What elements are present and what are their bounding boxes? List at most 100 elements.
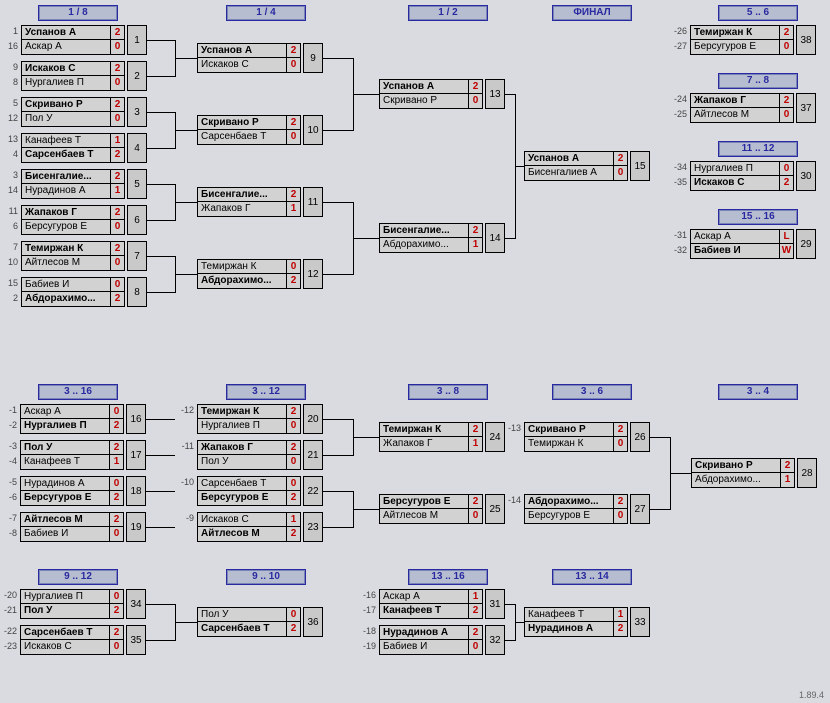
player-score: 0 (614, 437, 628, 452)
match-number: 37 (796, 93, 816, 123)
player-score: 2 (469, 422, 483, 437)
match-number: 23 (303, 512, 323, 542)
round-label: 1 / 8 (38, 5, 118, 21)
player-score: 2 (780, 176, 794, 191)
player-score: 0 (287, 419, 301, 434)
seed-number: -10 (175, 476, 197, 491)
player-row: 13Канафеев Т1 (3, 133, 125, 148)
round-label: 5 .. 6 (718, 5, 798, 21)
player-score: 2 (111, 97, 125, 112)
match-number: 16 (126, 404, 146, 434)
player-name: Сарсенбаев Т (21, 148, 111, 163)
player-name: Скривано Р (379, 94, 469, 109)
player-name: Айтлесов М (20, 512, 110, 527)
player-score: 0 (287, 607, 301, 622)
player-row: Бисенгалие...2 (197, 187, 301, 202)
bracket-line (145, 256, 175, 257)
player-row: -26Темиржан К2 (668, 25, 794, 40)
player-name: Успанов А (524, 151, 614, 166)
seed-number: -2 (0, 419, 20, 434)
match: Канафеев Т1Нурадинов А233 (524, 607, 628, 637)
bracket-line (353, 509, 379, 510)
player-row: Жапаков Г1 (197, 202, 301, 217)
player-score: 0 (111, 40, 125, 55)
seed-number: -26 (668, 25, 690, 40)
player-name: Нурадинов А (524, 622, 614, 637)
bracket-line (145, 527, 175, 528)
player-row: 5Скривано Р2 (3, 97, 125, 112)
match: -5Нурадинов А0-6Берсугуров Е218 (0, 476, 124, 506)
player-score: 0 (614, 509, 628, 524)
player-score: 0 (110, 404, 124, 419)
player-row: Темиржан К0 (197, 259, 301, 274)
player-row: 16Аскар А0 (3, 40, 125, 55)
round-label: 3 .. 16 (38, 384, 118, 400)
player-row: 11Жапаков Г2 (3, 205, 125, 220)
player-name: Берсугуров Е (524, 509, 614, 524)
bracket-line (323, 491, 353, 492)
match-number: 34 (126, 589, 146, 619)
bracket-line (145, 76, 175, 77)
match: -34Нургалиев П0-35Искаков С230 (668, 161, 794, 191)
player-name: Искаков С (197, 512, 287, 527)
player-row: Абдорахимо...2 (197, 274, 301, 289)
player-row: 7Темиржан К2 (3, 241, 125, 256)
match-number: 1 (127, 25, 147, 55)
player-name: Берсугуров Е (197, 491, 287, 506)
player-row: -22Сарсенбаев Т2 (0, 625, 124, 640)
player-name: Нургалиев П (197, 419, 287, 434)
player-score: 1 (111, 133, 125, 148)
player-name: Канафеев Т (524, 607, 614, 622)
match: 7Темиржан К210Айтлесов М07 (3, 241, 125, 271)
player-name: Бисенгалие... (21, 169, 111, 184)
player-row: Пол У0 (175, 455, 301, 470)
seed-number: 13 (3, 133, 21, 148)
player-score: 2 (287, 43, 301, 58)
match: Успанов А2Бисенгалиев А015 (524, 151, 628, 181)
bracket-line (505, 640, 515, 641)
seed-number (175, 419, 197, 434)
player-score: 0 (287, 130, 301, 145)
player-score: 1 (469, 437, 483, 452)
player-score: 2 (469, 223, 483, 238)
player-name: Темиржан К (21, 241, 111, 256)
player-score: 2 (110, 491, 124, 506)
player-row: -32Бабиев ИW (668, 244, 794, 259)
player-row: Темиржан К0 (502, 437, 628, 452)
player-score: L (780, 229, 794, 244)
player-row: -12Темиржан К2 (175, 404, 301, 419)
bracket-line (323, 130, 353, 131)
player-row: Пол У0 (197, 607, 301, 622)
bracket-line (145, 419, 175, 420)
match-number: 26 (630, 422, 650, 452)
player-name: Айтлесов М (379, 509, 469, 524)
player-name: Темиржан К (690, 25, 780, 40)
player-row: 8Нургалиев П0 (3, 76, 125, 91)
round-label: 3 .. 12 (226, 384, 306, 400)
seed-number: -5 (0, 476, 20, 491)
player-score: 2 (111, 241, 125, 256)
seed-number: -1 (0, 404, 20, 419)
seed-number: 12 (3, 112, 21, 127)
player-row: Темиржан К2 (379, 422, 483, 437)
match: Успанов А2Скривано Р013 (379, 79, 483, 109)
player-row: Айтлесов М2 (175, 527, 301, 542)
match: -11Жапаков Г2Пол У021 (175, 440, 301, 470)
seed-number: 6 (3, 220, 21, 235)
bracket-line (670, 473, 691, 474)
seed-number: 8 (3, 76, 21, 91)
player-name: Жапаков Г (21, 205, 111, 220)
match-number: 32 (485, 625, 505, 655)
match-number: 30 (796, 161, 816, 191)
seed-number: -3 (0, 440, 20, 455)
player-score: 2 (614, 622, 628, 637)
match-number: 33 (630, 607, 650, 637)
round-label: 3 .. 8 (408, 384, 488, 400)
player-score: 2 (287, 491, 301, 506)
player-name: Скривано Р (197, 115, 287, 130)
match: -24Жапаков Г2-25Айтлесов М037 (668, 93, 794, 123)
match: Темиржан К0Абдорахимо...212 (197, 259, 301, 289)
seed-number (175, 491, 197, 506)
bracket-line (145, 148, 175, 149)
bracket-line (323, 527, 353, 528)
